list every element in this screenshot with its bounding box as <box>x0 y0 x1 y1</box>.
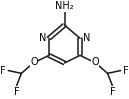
Text: NH₂: NH₂ <box>55 1 74 11</box>
Text: O: O <box>91 58 99 68</box>
Text: F: F <box>123 66 129 76</box>
Text: N: N <box>39 33 46 43</box>
Text: N: N <box>83 33 90 43</box>
Text: F: F <box>14 87 19 97</box>
Text: F: F <box>0 66 6 76</box>
Text: F: F <box>110 87 115 97</box>
Text: O: O <box>30 58 38 68</box>
